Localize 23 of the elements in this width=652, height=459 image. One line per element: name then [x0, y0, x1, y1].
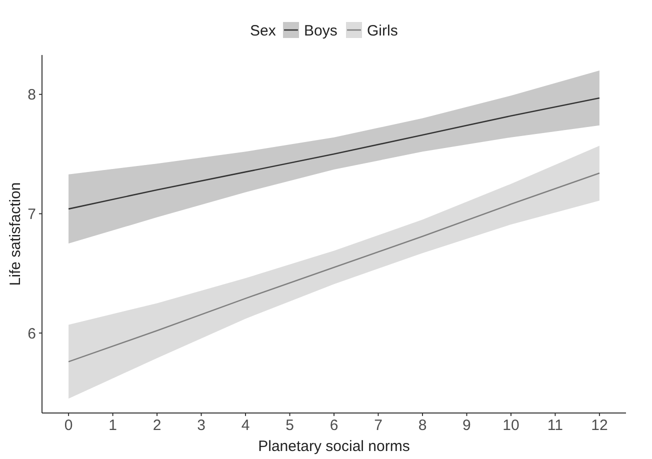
x-tick-label: 2 — [152, 417, 162, 434]
x-tick-label: 3 — [197, 417, 206, 434]
x-tick-label: 5 — [286, 417, 294, 434]
legend-title: Sex — [250, 22, 276, 40]
x-tick-label: 12 — [591, 417, 608, 434]
y-tick-label: 8 — [28, 86, 36, 104]
y-tick-label: 6 — [28, 325, 36, 342]
y-axis-title: Life satisfaction — [7, 182, 24, 286]
legend-label: Boys — [304, 22, 338, 40]
y-tick-label: 7 — [28, 206, 36, 223]
x-axis-title: Planetary social norms — [258, 438, 410, 455]
x-tick-label: 1 — [108, 417, 117, 434]
line-series — [68, 97, 600, 210]
x-tick-label: 10 — [502, 417, 520, 434]
legend-label: Girls — [367, 22, 398, 40]
x-tick-label: 4 — [241, 417, 250, 434]
x-tick-label: 0 — [64, 417, 73, 434]
x-tick-label: 9 — [462, 417, 471, 434]
line-series — [68, 172, 600, 362]
x-tick-label: 8 — [418, 417, 427, 434]
x-tick-label: 11 — [547, 417, 563, 434]
x-tick-label: 7 — [374, 417, 382, 434]
x-tick-label: 6 — [330, 417, 338, 434]
